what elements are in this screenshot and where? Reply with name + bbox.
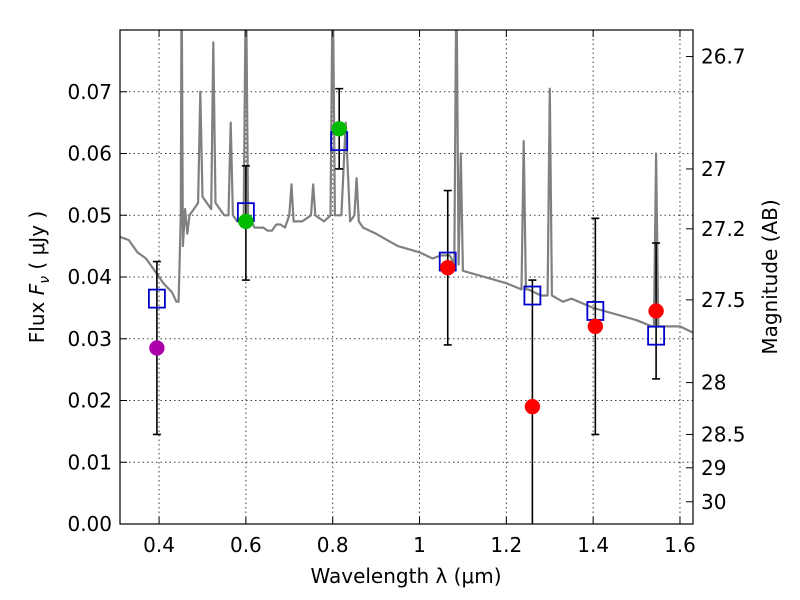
data-layer — [120, 30, 693, 524]
magnitude-tick-label: 26.7 — [701, 45, 746, 69]
magnitude-tick-label: 27.2 — [701, 217, 746, 241]
y-tick-label: 0.01 — [67, 450, 112, 474]
observed_red-point — [587, 318, 604, 335]
y-axis-label-left: Flux Fν ( μJy ) — [25, 211, 53, 343]
y-tick-label: 0.06 — [67, 142, 112, 166]
magnitude-tick-label: 27 — [701, 157, 726, 181]
x-tick-label: 0.6 — [230, 533, 262, 557]
observed_violet-point — [149, 340, 165, 356]
observed_green-point — [331, 121, 347, 137]
y-tick-label: 0.04 — [67, 265, 112, 289]
observed_red-point — [524, 398, 541, 415]
model-spectrum-line — [120, 30, 693, 334]
magnitude-tick-label: 28.5 — [701, 422, 746, 446]
observed_red-point — [648, 303, 664, 319]
model-photometry-square — [647, 325, 666, 346]
grid-lines — [120, 30, 693, 525]
magnitude-tick-label: 29 — [701, 456, 726, 480]
y-label-left-subscript: ν — [37, 276, 53, 284]
magnitude-tick-label: 28 — [701, 371, 726, 395]
y-tick-label: 0.07 — [67, 80, 112, 104]
model-photometry-square — [147, 288, 166, 309]
y-label-left-symbol: F — [25, 283, 49, 295]
y-tick-label: 0.02 — [67, 389, 112, 413]
y-tick-label: 0.05 — [67, 203, 112, 227]
x-axis-label: Wavelength λ (μm) — [310, 564, 501, 588]
observed_green-point — [238, 213, 254, 230]
magnitude-tick-label: 27.5 — [701, 288, 746, 312]
x-tick-label: 1 — [413, 533, 426, 557]
y-label-left-prefix: Flux — [25, 295, 49, 343]
x-tick-label: 1.2 — [490, 533, 522, 557]
axes-layer: 0.4 0.6 0.8 1 1.2 1.4 1.6 0.00 0.01 0.02 0.03 0.04 0… — [67, 30, 746, 557]
y-label-left-unit: ( μJy ) — [25, 211, 49, 276]
y-tick-label: 0.03 — [67, 327, 112, 351]
x-tick-label: 1.6 — [664, 533, 696, 557]
x-tick-label: 0.4 — [143, 533, 175, 557]
magnitude-tick-label: 30 — [701, 490, 726, 514]
model-photometry-square — [523, 285, 542, 306]
x-tick-label: 1.4 — [577, 533, 609, 557]
y-axis-label-right: Magnitude (AB) — [758, 199, 782, 354]
x-tick-label: 0.8 — [317, 533, 349, 557]
observed_red-point — [439, 259, 456, 276]
y-tick-label: 0.00 — [67, 512, 112, 536]
